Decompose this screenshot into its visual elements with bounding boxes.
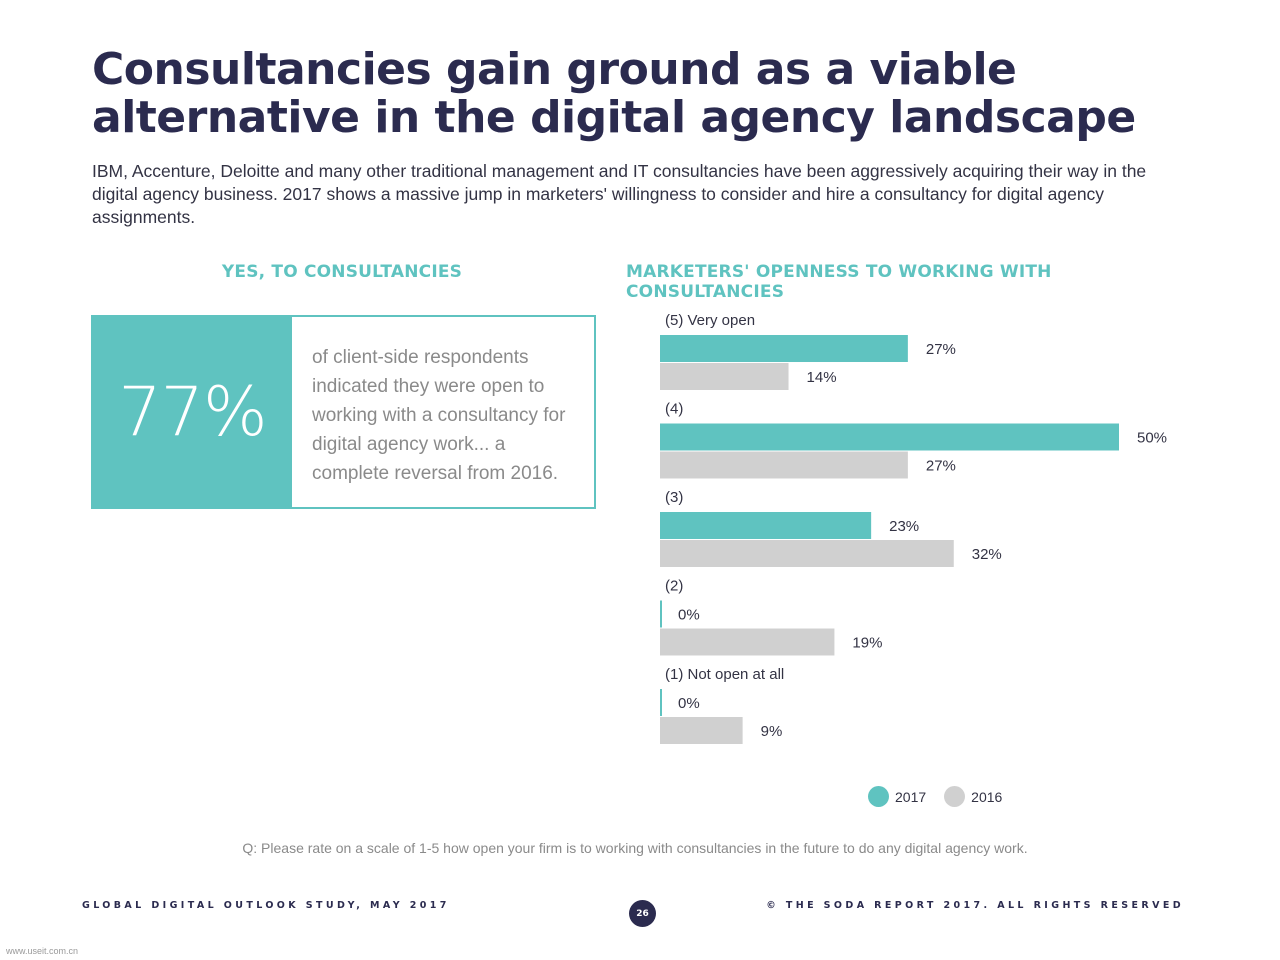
stat-description: of client-side respondents indicated the… (312, 347, 566, 484)
title-line-1: Consultancies gain ground as a viable (92, 44, 1017, 95)
stat-fill-panel (93, 317, 292, 507)
chart-legend: 2017 2016 (868, 786, 1002, 807)
intro-paragraph: IBM, Accenture, Deloitte and many other … (92, 161, 1147, 227)
category-label: (5) Very open (665, 312, 755, 329)
category-label: (4) (665, 401, 683, 418)
left-section-heading: YES, TO CONSULTANCIES (221, 262, 463, 282)
stat-callout: 77% of client-side respondents indicated… (91, 315, 596, 509)
legend-item-2017: 2017 (868, 786, 926, 807)
bar-2016 (660, 363, 789, 390)
footer-study-name: GLOBAL DIGITAL OUTLOOK STUDY, MAY 2017 (82, 900, 450, 911)
bar-2017 (660, 512, 872, 539)
chart-title: MARKETERS' OPENNESS TO WORKING WITH CONS… (626, 262, 1052, 302)
legend-swatch-2016 (944, 786, 966, 807)
category-label: (2) (665, 578, 683, 595)
footer-copyright: © THE SODA REPORT 2017. ALL RIGHTS RESER… (766, 900, 1184, 911)
legend-label-2017: 2017 (895, 788, 927, 805)
value-label-2016: 32% (972, 546, 1002, 563)
legend-item-2016: 2016 (944, 786, 1002, 807)
title-line-2: alternative in the digital agency landsc… (92, 92, 1136, 143)
value-label-2017: 23% (889, 518, 919, 535)
value-label-2017: 0% (678, 695, 700, 712)
page-number: 26 (629, 900, 656, 927)
bar-2017 (660, 600, 662, 628)
value-label-2016: 9% (761, 723, 783, 740)
legend-swatch-2017 (868, 786, 889, 807)
watermark: www.useit.com.cn (6, 946, 79, 956)
bar-2016 (660, 628, 835, 656)
bar-2017 (660, 689, 662, 716)
value-label-2017: 0% (678, 607, 700, 624)
value-label-2017: 27% (926, 341, 956, 358)
survey-question: Q: Please rate on a scale of 1-5 how ope… (242, 840, 1028, 856)
bar-2016 (660, 540, 954, 567)
legend-label-2016: 2016 (971, 788, 1003, 805)
page-title: Consultancies gain ground as a viable al… (92, 46, 1192, 142)
value-label-2017: 50% (1137, 430, 1167, 447)
bar-2017 (660, 335, 908, 362)
value-label-2016: 14% (807, 369, 837, 386)
category-label: (3) (665, 489, 683, 506)
value-label-2016: 27% (926, 458, 956, 475)
bar-2016 (660, 717, 743, 744)
category-label: (1) Not open at all (665, 666, 784, 683)
value-label-2016: 19% (852, 635, 882, 652)
bar-2016 (660, 451, 908, 479)
stat-value: 77% (118, 372, 267, 452)
openness-bar-chart: (5) Very open 27% 14% (4) 50% 27% (3) 23% 32% (2)… (660, 312, 1167, 744)
bar-2017 (660, 423, 1119, 451)
